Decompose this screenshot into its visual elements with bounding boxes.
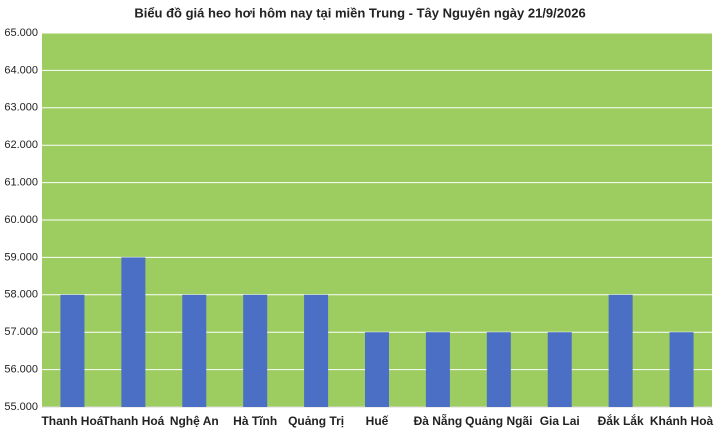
x-tick-label: Thanh Hoá: [41, 414, 103, 428]
y-tick-label: 61.000: [4, 177, 38, 189]
x-tick-label: Thanh Hoá: [102, 414, 164, 428]
bar: [608, 294, 633, 407]
x-tick-label: Đắk Lắk: [598, 413, 644, 428]
x-tick-label: Gia Lai: [540, 414, 580, 428]
bar: [182, 294, 207, 407]
y-tick-label: 56.000: [4, 364, 38, 376]
x-tick-label: Quảng Trị: [288, 414, 344, 428]
y-tick-label: 63.000: [4, 102, 38, 114]
bar: [60, 294, 85, 407]
x-tick-label: Đà Nẵng: [414, 413, 463, 428]
y-tick-label: 55.000: [4, 401, 38, 413]
bar: [304, 294, 329, 407]
y-tick-label: 57.000: [4, 326, 38, 338]
x-tick-label: Quảng Ngãi: [465, 414, 532, 428]
y-tick-label: 58.000: [4, 289, 38, 301]
x-tick-label: Khánh Hoà: [650, 414, 714, 428]
y-tick-label: 62.000: [4, 139, 38, 151]
chart-title: Biểu đồ giá heo hơi hôm nay tại miền Tru…: [134, 5, 585, 20]
x-tick-label: Huế: [366, 414, 389, 428]
bar: [547, 332, 572, 407]
y-tick-label: 60.000: [4, 214, 38, 226]
bar: [486, 332, 511, 407]
y-tick-label: 64.000: [4, 64, 38, 76]
y-tick-label: 65.000: [4, 27, 38, 39]
bar: [121, 257, 146, 407]
x-tick-label: Hà Tĩnh: [233, 414, 277, 428]
y-tick-label: 59.000: [4, 251, 38, 263]
bar: [365, 332, 389, 407]
bar: [425, 332, 450, 407]
bar: [669, 332, 694, 407]
bar: [243, 294, 268, 407]
x-tick-label: Nghệ An: [170, 414, 219, 428]
